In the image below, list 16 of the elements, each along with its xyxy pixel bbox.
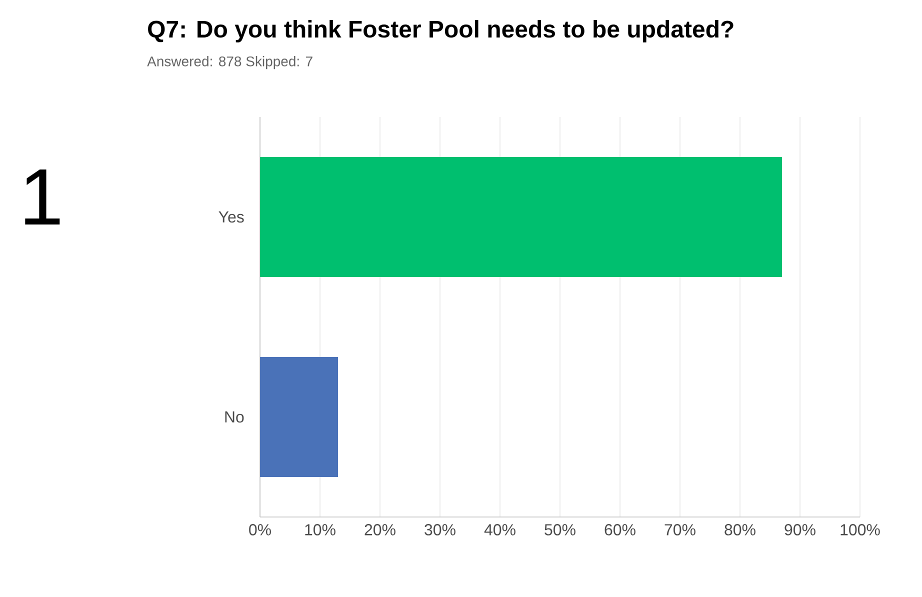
text: 1 (25, 169, 60, 225)
y-tick-label: No (225, 411, 244, 423)
x-tick-label: 70% (664, 524, 696, 536)
x-tick-label: 80% (724, 524, 756, 536)
x-tick-label: 10% (305, 524, 336, 536)
y-tick-label: Yes (218, 211, 244, 223)
chart-subtitle: Answered: 878 Skipped: 7 (147, 56, 312, 70)
x-tick-label: 40% (484, 524, 516, 536)
x-tick-label: 100% (840, 524, 880, 536)
x-tick-label: 0% (249, 524, 271, 536)
x-tick-label: 90% (784, 524, 816, 536)
x-tick-label: 50% (544, 524, 576, 536)
x-tick-label: 30% (424, 524, 456, 536)
chart-title: Q7: Do you think Foster Pool needs to be updated? (148, 20, 734, 42)
x-tick-label: 60% (604, 524, 636, 536)
x-tick-label: 20% (364, 524, 396, 536)
